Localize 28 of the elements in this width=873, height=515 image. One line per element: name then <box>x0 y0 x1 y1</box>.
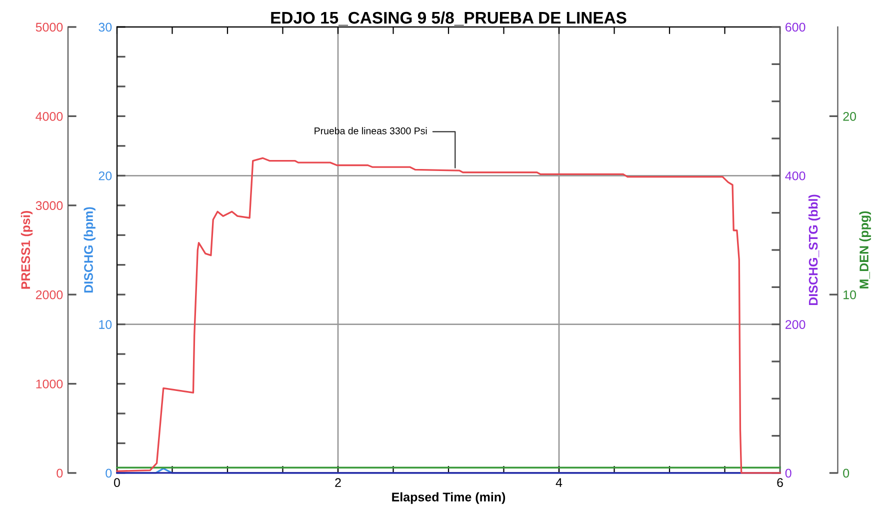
y-tick-label: 0 <box>56 468 63 478</box>
y2-tick-label: 0 <box>106 468 112 478</box>
y-tick-label: 5000 <box>36 22 63 32</box>
x-axis-title: Elapsed Time (min) <box>392 492 506 504</box>
y2-tick-label: 10 <box>99 320 112 329</box>
y-tick-label: 3000 <box>36 201 63 210</box>
y2-axis-title: DISCHG (bpm) <box>84 207 96 293</box>
y3-tick-label: 200 <box>786 320 806 329</box>
y2-tick-label: 20 <box>98 171 112 180</box>
x-tick-label: 2 <box>335 478 341 487</box>
y-tick-label: 1000 <box>36 380 63 388</box>
y3-tick-label: 600 <box>786 22 806 32</box>
y2-tick-label: 30 <box>98 22 112 32</box>
y-tick-label: 10 <box>844 290 856 300</box>
x-tick-label: 0 <box>114 478 120 488</box>
y3-tick-label: 400 <box>785 171 806 180</box>
x-tick-label: 6 <box>777 478 783 488</box>
x-tick-label: 4 <box>556 478 562 487</box>
y-axis-title: M_DEN (ppg) <box>859 211 871 288</box>
chart-title: EDJO 15_CASING 9 5/8_PRUEBA DE LINEAS <box>271 11 626 26</box>
y-tick-label: 4000 <box>36 112 63 121</box>
y-tick-label: 0 <box>843 468 850 478</box>
y-tick-label: 20 <box>843 112 856 121</box>
annotation: Prueba de lineas 3300 Psi <box>314 127 427 134</box>
y-tick-label: 2000 <box>36 290 63 300</box>
y-axis-title: PRESS1 (psi) <box>20 211 33 289</box>
y3-axis-title: DISCHG_STG (bbl) <box>808 194 820 306</box>
y3-tick-label: 0 <box>785 468 792 478</box>
